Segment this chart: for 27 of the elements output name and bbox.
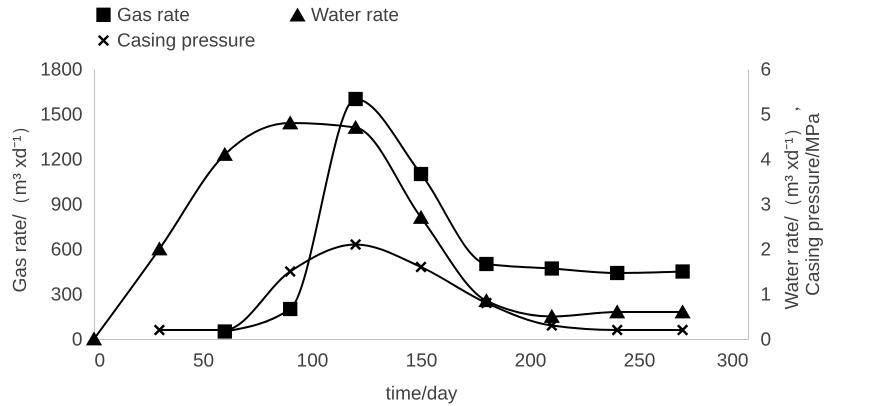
legend-label: Casing pressure [117, 30, 256, 52]
y2-tick-label: 0 [760, 330, 772, 350]
x-tick-label: 50 [192, 350, 214, 372]
y2-tick-label: 2 [760, 240, 772, 260]
legend-label: Gas rate [117, 4, 190, 26]
y2-tick-label: 6 [760, 60, 772, 80]
legend-label: Water rate [311, 5, 399, 26]
y-tick-label: 600 [50, 240, 82, 260]
y-tick-label: 1500 [40, 104, 82, 126]
y2-tick-label: 3 [760, 194, 772, 216]
y2-tick-label: 1 [760, 284, 772, 306]
x-tick-label: 250 [624, 350, 656, 372]
y-tick-label: 1200 [40, 150, 82, 170]
y2-axis-title: Water rate/（m³ xd⁻¹）， Casing pressure/MPa [782, 99, 824, 310]
x-tick-label: 200 [514, 350, 546, 372]
y-tick-label: 0 [72, 330, 82, 350]
y-axis-title: Gas rate/（m³ xd⁻¹） [10, 116, 32, 292]
x-tick-label: 100 [296, 350, 328, 372]
y-tick-label: 300 [50, 284, 82, 306]
x-tick-label: 150 [406, 350, 438, 372]
x-tick-label: 0 [94, 350, 106, 372]
y2-tick-label: 4 [760, 150, 772, 170]
y2-tick-label: 5 [760, 104, 772, 126]
y-tick-label: 1800 [40, 60, 82, 80]
y-tick-label: 900 [50, 194, 82, 216]
x-axis-title: time/day [386, 384, 458, 404]
x-tick-label: 300 [716, 350, 748, 372]
